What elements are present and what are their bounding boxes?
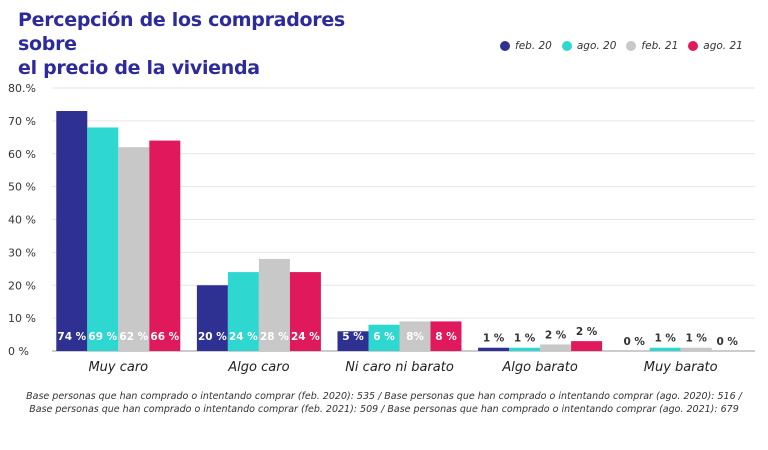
legend-item-feb21: feb. 21	[626, 40, 678, 52]
bar-data-label: 8%	[406, 331, 424, 343]
chart-title-line2: el precio de la vivienda	[18, 57, 260, 79]
bar	[399, 321, 431, 351]
chart-legend: feb. 20 ago. 20 feb. 21 ago. 21	[500, 40, 743, 52]
legend-swatch-ago20	[561, 41, 572, 51]
x-tick-label: Ni caro ni barato	[345, 360, 454, 375]
x-tick-label: Muy caro	[88, 360, 148, 375]
y-tick-label: 70 %	[8, 115, 36, 128]
bar-chart: 0 %10 %20 %30 %40 %50 %60 %70 %80.%74 % 6…	[8, 82, 755, 375]
bar	[368, 324, 400, 351]
bar-data-label: 66 %	[150, 331, 179, 343]
bar	[87, 127, 119, 351]
chart-footnote: Base personas que han comprado o intenta…	[26, 391, 742, 415]
legend-swatch-feb20	[500, 41, 510, 51]
y-tick-label: 30 %	[8, 246, 36, 259]
y-tick-label: 40 %	[8, 214, 36, 227]
bar-data-label: 20 %	[198, 331, 227, 343]
bar	[149, 140, 181, 351]
bar-data-label: 24 %	[291, 331, 320, 343]
bar	[289, 272, 321, 351]
bar	[56, 111, 88, 351]
legend-label-ago20: ago. 20	[576, 40, 617, 52]
bar-data-label: 0 %	[623, 336, 645, 348]
bar	[540, 344, 572, 351]
bar-data-label: 2 %	[576, 326, 598, 338]
bar-data-label: 74 %	[57, 331, 86, 343]
bar	[227, 272, 259, 351]
bar-data-label: 1 %	[654, 333, 676, 345]
bar-data-label: 1 %	[483, 333, 505, 345]
bar-data-label: 69 %	[88, 331, 117, 343]
legend-label-feb21: feb. 21	[641, 40, 679, 52]
x-tick-label: Algo barato	[501, 360, 577, 375]
y-tick-label: 20 %	[8, 279, 36, 292]
bar-data-label: 1 %	[685, 333, 707, 345]
x-tick-label: Muy barato	[644, 360, 718, 375]
bar	[118, 147, 150, 351]
bar	[649, 347, 681, 351]
chart-title: Percepción de los compradores sobre el p…	[18, 8, 378, 80]
chart-title-line1: Percepción de los compradores sobre	[18, 9, 345, 55]
bar-data-label: 5 %	[342, 331, 364, 343]
bar-data-label: 1 %	[514, 333, 536, 345]
bar	[509, 347, 541, 351]
legend-item-feb20: feb. 20	[500, 40, 552, 52]
bar	[196, 285, 228, 351]
bar-data-label: 62 %	[119, 331, 148, 343]
bar	[680, 347, 712, 351]
bar-data-label: 0 %	[716, 336, 738, 348]
bar	[430, 321, 462, 351]
bar-data-label: 6 %	[373, 331, 395, 343]
bar	[571, 341, 603, 351]
legend-item-ago20: ago. 20	[561, 40, 617, 52]
legend-item-ago21: ago. 21	[688, 40, 743, 52]
y-tick-label: 80.%	[8, 82, 36, 95]
y-tick-label: 60 %	[8, 148, 36, 161]
legend-label-feb20: feb. 20	[515, 40, 552, 52]
x-tick-label: Algo caro	[227, 360, 289, 375]
y-tick-label: 50 %	[8, 181, 36, 194]
legend-label-ago21: ago. 21	[703, 40, 743, 52]
bar-data-label: 24 %	[229, 331, 258, 343]
y-tick-label: 10 %	[8, 312, 36, 325]
bar-data-label: 2 %	[545, 329, 567, 341]
bar-data-label: 8 %	[435, 331, 457, 343]
bar	[337, 331, 369, 351]
legend-swatch-ago21	[688, 41, 699, 51]
y-tick-label: 0 %	[8, 345, 29, 358]
bar	[258, 258, 290, 351]
legend-swatch-feb21	[626, 41, 637, 51]
bar-data-label: 28 %	[260, 331, 289, 343]
bar	[478, 347, 510, 351]
